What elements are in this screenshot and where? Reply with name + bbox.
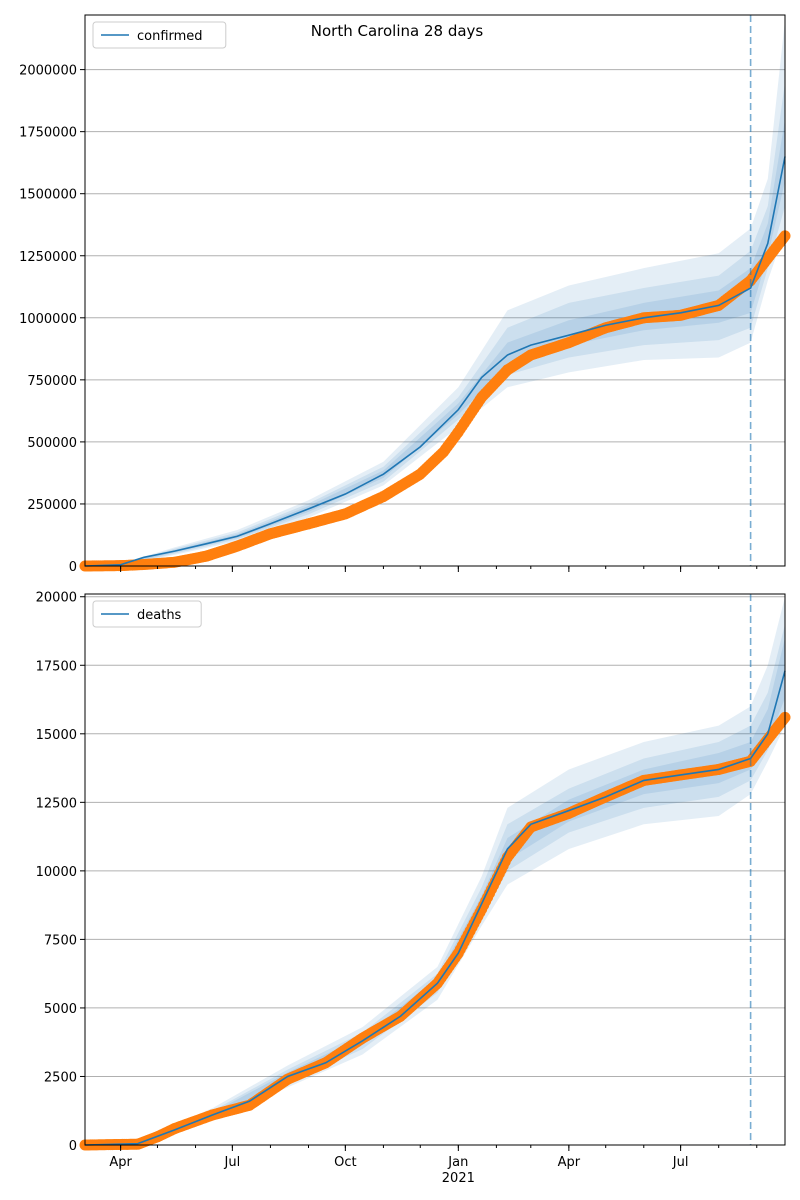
y-tick-label: 1000000 [19,312,77,327]
y-tick-label: 17500 [36,659,77,674]
x-tick-label: Jan [447,1155,468,1170]
x-tick-label: Apr [558,1155,581,1170]
axes-frame [84,14,786,567]
legend-label: confirmed [137,29,203,44]
y-tick-label: 500000 [27,436,77,451]
legend: deaths [92,600,202,628]
uncertainty-band-outer [85,19,785,566]
legend-label: deaths [137,608,182,623]
legend-box [92,21,227,49]
uncertainty-band-middle [85,624,785,1145]
uncertainty-band-inner [85,637,785,1145]
uncertainty-band-middle [85,82,785,566]
x-tick-label: Apr [109,1155,132,1170]
y-tick-label: 20000 [36,591,77,606]
legend: confirmed [92,21,227,49]
y-tick-label: 250000 [27,498,77,513]
observed-series [79,711,791,1151]
x-tick-label: Jul [224,1155,241,1170]
y-tick-label: 5000 [44,1002,77,1017]
x-tick-label: Jul [672,1155,689,1170]
y-tick-label: 2500 [44,1070,77,1085]
y-tick-label: 15000 [36,728,77,743]
legend-box [92,600,202,628]
y-tick-label: 750000 [27,374,77,389]
model-line [84,156,786,567]
y-tick-label: 10000 [36,865,77,880]
y-tick-label: 1500000 [19,188,77,203]
x-year-label: 2021 [442,1171,475,1186]
y-tick-label: 12500 [36,796,77,811]
y-tick-label: 1250000 [19,250,77,265]
y-tick-label: 1750000 [19,126,77,141]
x-tick-label: Oct [334,1155,356,1170]
y-tick-label: 7500 [44,933,77,948]
axes-frame [84,593,786,1146]
model-line [84,670,786,1146]
observed-series [79,230,791,572]
y-tick-label: 0 [69,1139,77,1154]
chart-panel-deaths: 0 2500 5000 7500 10000 12500 15000 17500 20000 Ap… [36,591,791,1186]
chart-title: North Carolina 28 days [311,22,484,40]
chart-panel-confirmed: 0 250000 500000 750000 1000000 1250000 1500000… [19,14,791,575]
y-tick-label: 0 [69,560,77,575]
y-tick-label: 2000000 [19,64,77,79]
